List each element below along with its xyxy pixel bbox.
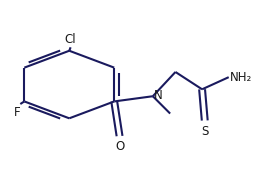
Text: NH₂: NH₂ — [230, 71, 252, 84]
Text: N: N — [154, 89, 163, 102]
Text: F: F — [14, 106, 21, 119]
Text: S: S — [201, 125, 208, 138]
Text: Cl: Cl — [65, 33, 76, 46]
Text: O: O — [115, 140, 124, 153]
